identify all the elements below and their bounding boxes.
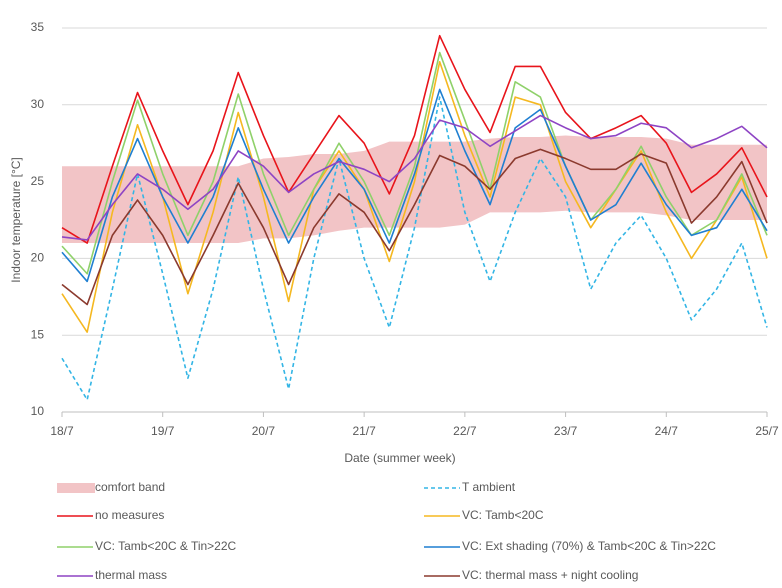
y-tick-label: 30 — [31, 97, 45, 111]
legend-label: VC: thermal mass + night cooling — [462, 568, 638, 582]
comfort-band — [62, 135, 767, 244]
series-line — [61, 148, 768, 306]
y-tick-label: 15 — [31, 327, 45, 341]
y-tick-label: 25 — [31, 174, 45, 188]
x-tick-label: 23/7 — [554, 424, 578, 438]
x-tick-label: 21/7 — [352, 424, 376, 438]
x-tick-label: 24/7 — [655, 424, 679, 438]
legend-label: VC: Tamb<20C — [462, 508, 544, 522]
x-tick-label: 18/7 — [50, 424, 74, 438]
legend-label: comfort band — [95, 480, 165, 494]
series-line — [61, 51, 768, 275]
series-line — [61, 88, 768, 283]
y-tick-label: 10 — [31, 404, 45, 418]
x-axis-title: Date (summer week) — [344, 451, 455, 465]
x-tick-label: 20/7 — [252, 424, 276, 438]
x-tick-label: 25/7 — [755, 424, 779, 438]
legend-label: VC: Tamb<20C & Tin>22C — [95, 539, 237, 553]
x-tick-label: 22/7 — [453, 424, 477, 438]
legend-label: T ambient — [462, 480, 516, 494]
legend-label: VC: Ext shading (70%) & Tamb<20C & Tin>2… — [462, 539, 716, 553]
series-line — [61, 60, 768, 333]
legend-label: thermal mass — [95, 568, 167, 582]
y-axis-title: Indoor temperature [°C] — [9, 157, 23, 283]
series-line — [61, 114, 768, 241]
series-line — [61, 96, 768, 401]
y-tick-label: 20 — [31, 251, 45, 265]
legend-swatch — [57, 483, 95, 493]
y-tick-label: 35 — [31, 20, 45, 34]
legend-label: no measures — [95, 508, 164, 522]
x-tick-label: 19/7 — [151, 424, 175, 438]
